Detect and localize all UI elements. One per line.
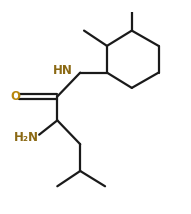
Text: HN: HN bbox=[53, 64, 73, 77]
Text: O: O bbox=[10, 90, 20, 103]
Text: H₂N: H₂N bbox=[14, 131, 39, 144]
